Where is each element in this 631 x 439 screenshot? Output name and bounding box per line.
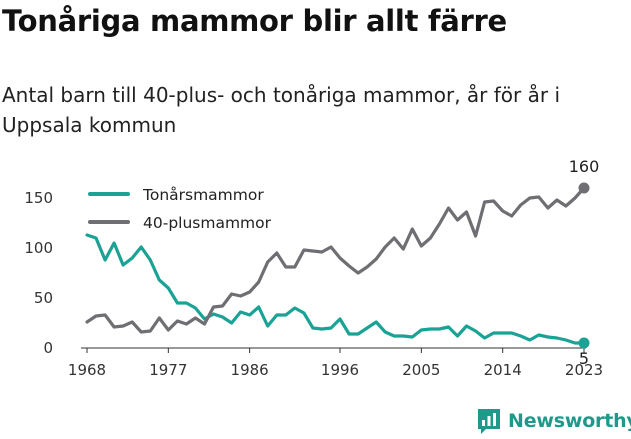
end-marker-0 <box>578 337 590 349</box>
newsworthy-logo: Newsworthy <box>476 407 631 435</box>
legend-label-0: Tonårsmammor <box>142 186 264 204</box>
end-labels: 5 160 <box>569 157 600 368</box>
line-chart: 0 50 100 150 1968 1977 1986 1996 2005 2014 2023 T… <box>24 157 603 379</box>
end-label-1: 160 <box>569 157 600 176</box>
y-tick-label-100: 100 <box>24 239 53 257</box>
x-axis: 1968 1977 1986 1996 2005 2014 2023 <box>68 347 603 379</box>
end-label-0: 5 <box>579 349 589 368</box>
x-tick-label-2014: 2014 <box>484 361 522 379</box>
series-layer <box>85 186 586 345</box>
chart-subtitle: Antal barn till 40-plus- och tonåriga ma… <box>2 83 561 137</box>
x-tick-label-1996: 1996 <box>321 361 359 379</box>
newsworthy-logo-icon <box>478 409 500 434</box>
x-tick-label-2005: 2005 <box>402 361 440 379</box>
y-tick-label-150: 150 <box>24 189 53 207</box>
y-tick-label-50: 50 <box>34 289 53 307</box>
x-tick-label-1977: 1977 <box>149 361 187 379</box>
x-tick-label-1986: 1986 <box>231 361 269 379</box>
newsworthy-logo-text: Newsworthy <box>508 410 631 432</box>
chart-title: Tonåriga mammor blir allt färre <box>2 4 507 38</box>
legend: Tonårsmammor 40-plusmammor <box>88 186 272 232</box>
x-tick-label-2023: 2023 <box>565 361 603 379</box>
y-tick-label-0: 0 <box>43 339 53 357</box>
legend-label-1: 40-plusmammor <box>143 214 272 232</box>
series-line-0 <box>85 233 586 345</box>
y-axis: 0 50 100 150 <box>24 189 53 357</box>
x-tick-label-1968: 1968 <box>68 361 106 379</box>
end-marker-1 <box>578 182 590 194</box>
series-line-1 <box>85 186 586 334</box>
